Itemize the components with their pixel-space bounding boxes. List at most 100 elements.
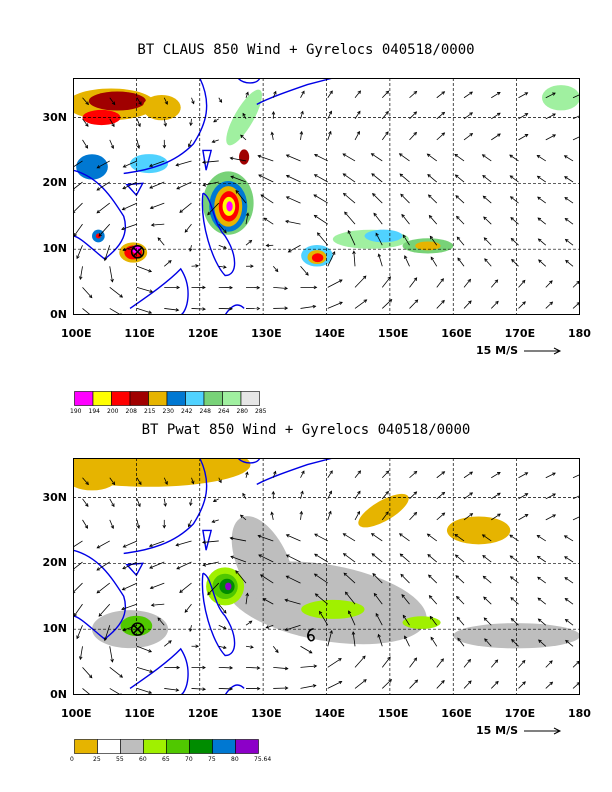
wind-vector-head [495,300,499,305]
wind-vector [271,512,274,520]
wind-vector [463,133,473,141]
wind-vector-head [319,610,323,615]
wind-vector [122,582,138,591]
wind-vector [123,540,138,548]
colorbar-label: 194 [88,408,100,415]
wind-vector-head [371,173,375,177]
wind-vector [258,554,274,563]
wind-vector-head [212,498,217,502]
wind-vector-head [245,212,250,217]
wind-vector [518,514,529,521]
wind-vector-head [184,609,189,613]
wind-vector [191,477,194,484]
wind-vector-head [229,306,233,311]
wind-vector-head [164,481,168,485]
wind-vector [109,646,113,662]
coastline [224,684,245,695]
wind-vector-head [164,101,168,105]
wind-vector-head [495,680,499,685]
wind-vector [109,139,114,149]
wind-vector [327,630,333,647]
wind-vector-head [400,573,404,578]
wind-vector-head [229,156,234,161]
wind-vector [319,611,329,626]
x-tick-label: 180 [568,707,591,720]
wind-vector [109,97,116,105]
wind-vector-head [96,209,101,214]
wind-vector-head [265,243,270,248]
wind-vector-head [564,556,568,560]
wind-vector-head [370,153,375,157]
wind-vector [463,91,473,99]
wind-vector-head [229,687,234,691]
wind-vector-head [73,590,76,594]
wind-vector [163,118,167,127]
wind-vector [245,472,248,478]
wind-vector-head [284,686,289,690]
x-tick-label: 160E [441,707,472,720]
wind-vector [429,215,438,225]
wind-vector-head [149,205,154,210]
wind-vector [98,603,111,617]
wind-vector-head [201,160,206,164]
wind-vector-head [509,555,514,559]
wind-vector-head [157,617,161,622]
wind-vector-head [564,598,569,602]
wind-vector [545,514,556,521]
wind-vector [203,561,219,566]
wind-vector [286,534,301,542]
wind-vector [157,237,165,246]
wind-vector [409,299,418,309]
wind-vector [545,92,556,99]
wind-vector-head [497,133,501,137]
wind-vector-head [287,249,292,253]
colorbar-label: 280 [236,408,248,415]
wind-vector-head [468,680,472,685]
wind-vector-head [482,575,487,580]
wind-vector [136,666,153,673]
wind-vector-head [223,609,227,614]
wind-vector-head [163,123,167,127]
wind-vector-head [175,308,180,312]
wind-vector-head [564,238,569,243]
wind-vector-head [401,594,405,598]
wind-vector [491,513,501,521]
wind-vector [537,196,547,204]
wind-vector-head [347,229,351,234]
wind-vector [136,265,152,272]
wind-vector [202,540,219,543]
wind-vector [572,495,580,500]
wind-vector [300,266,309,276]
coastline [237,78,261,84]
vector-reference-label-2: 15 M/S [476,724,519,737]
wind-vector-head [122,185,127,190]
wind-vector [354,299,367,309]
wind-vector [343,193,356,204]
coastline [73,549,126,640]
wind-vector-head [149,565,153,569]
wind-vector-head [484,638,488,642]
x-tick-label: 110E [124,327,155,340]
wind-vector-head [258,174,262,178]
wind-vector [273,286,288,289]
wind-vector-head [563,535,568,539]
wind-vector [266,624,274,629]
wind-vector-head [84,145,89,149]
wind-vector-head [552,113,556,117]
wind-vector [491,492,501,500]
wind-vector [463,659,471,668]
wind-vector-head [483,596,487,601]
wind-vector-head [482,555,486,559]
wind-vector-head [111,101,116,106]
wind-vector [314,154,328,162]
wind-vector [564,577,574,584]
wind-vector [564,155,574,162]
wind-vector [242,493,247,500]
wind-vector-head [357,90,362,95]
wind-vector [378,634,383,647]
wind-vector-head [509,175,514,179]
wind-vector [218,688,233,690]
coastline [73,235,106,260]
coastline [73,615,106,640]
wind-vector-head [96,187,101,191]
